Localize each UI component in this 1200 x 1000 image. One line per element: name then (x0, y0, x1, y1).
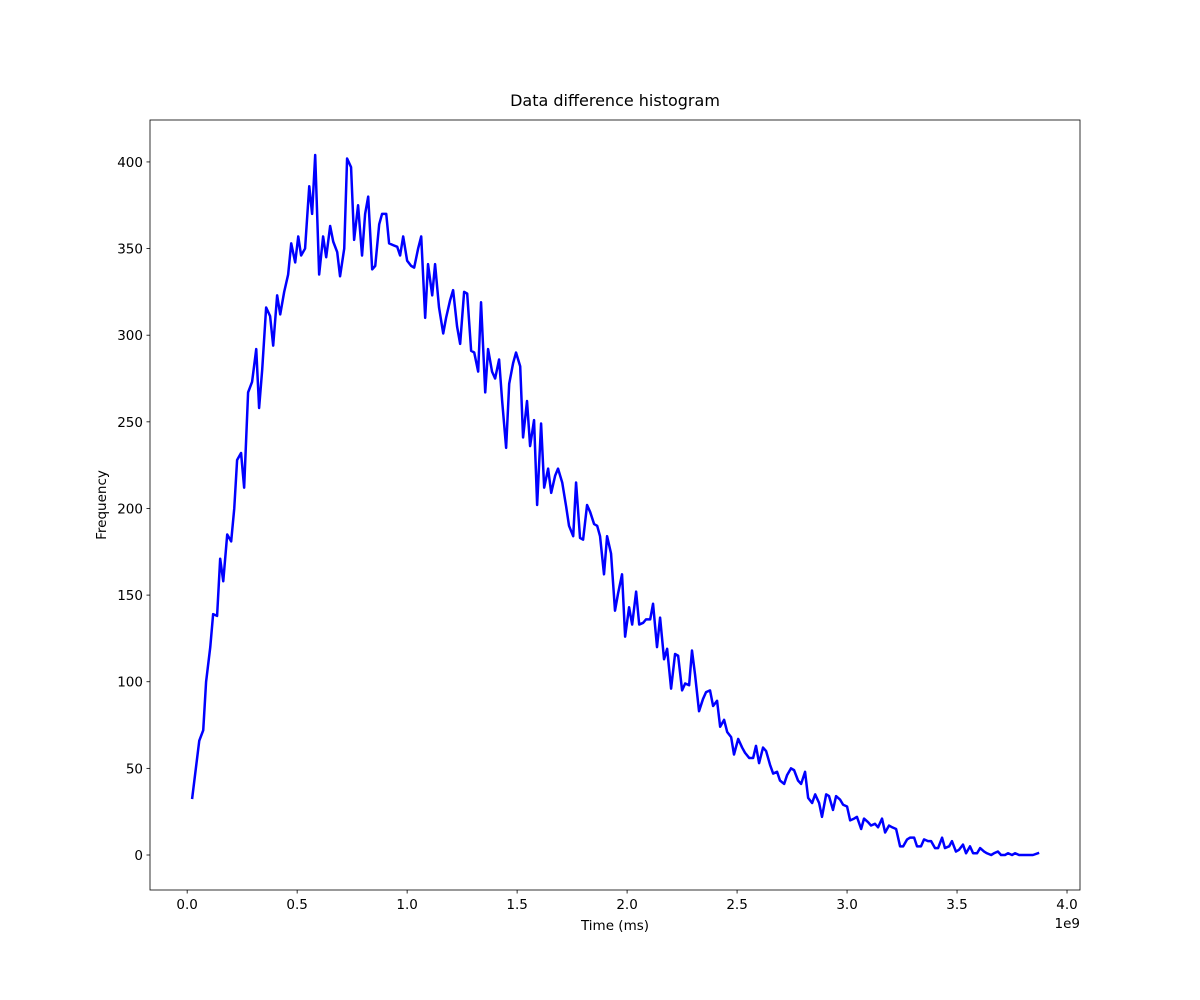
x-tick-label: 2.5 (726, 897, 747, 913)
y-tick-label: 150 (117, 588, 143, 604)
y-tick-label: 300 (117, 328, 143, 344)
x-tick-label: 0.5 (286, 897, 307, 913)
x-offset-label: 1e9 (1055, 916, 1080, 932)
x-tick-label: 3.5 (946, 897, 967, 913)
y-tick-label: 50 (126, 761, 143, 777)
x-tick-label: 1.0 (396, 897, 417, 913)
data-line (190, 153, 1040, 857)
y-tick-label: 400 (117, 155, 143, 171)
plot-frame (149, 119, 1081, 891)
x-tick-label: 0.0 (176, 897, 197, 913)
x-tick-label: 4.0 (1056, 897, 1077, 913)
x-tick-label: 3.0 (836, 897, 857, 913)
x-tick-label: 1.5 (506, 897, 527, 913)
y-tick-label: 250 (117, 415, 143, 431)
y-tick-label: 200 (117, 501, 143, 517)
chart-title: Data difference histogram (510, 91, 720, 110)
y-tick-label: 100 (117, 675, 143, 691)
x-tick-label: 2.0 (616, 897, 637, 913)
y-tick-label: 0 (134, 848, 143, 864)
x-axis-label: Time (ms) (580, 918, 649, 934)
y-tick-label: 350 (117, 242, 143, 258)
y-axis-label: Frequency (94, 470, 110, 540)
